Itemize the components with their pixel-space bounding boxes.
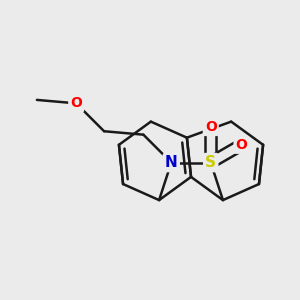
Text: O: O: [236, 138, 247, 152]
Text: O: O: [70, 96, 82, 110]
Text: S: S: [205, 155, 216, 170]
Text: N: N: [165, 155, 178, 170]
Text: O: O: [205, 120, 217, 134]
